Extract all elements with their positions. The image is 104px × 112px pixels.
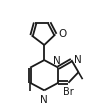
Text: N: N bbox=[74, 54, 82, 64]
Text: N: N bbox=[53, 55, 61, 65]
Text: O: O bbox=[59, 29, 67, 39]
Text: Br: Br bbox=[63, 86, 74, 96]
Text: N: N bbox=[40, 94, 48, 104]
